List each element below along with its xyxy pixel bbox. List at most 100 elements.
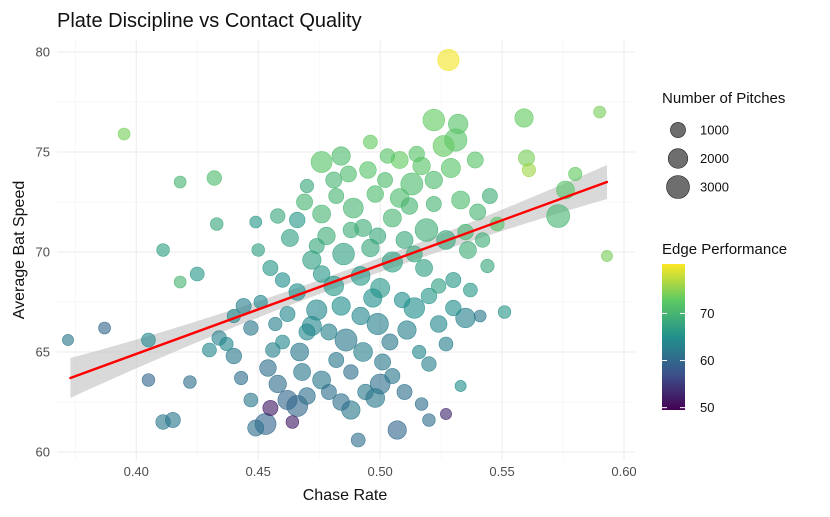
data-point bbox=[466, 151, 484, 169]
data-point bbox=[480, 259, 495, 273]
x-tick-label: 0.60 bbox=[611, 464, 636, 479]
data-point bbox=[377, 172, 393, 188]
data-point bbox=[381, 333, 399, 351]
x-tick-label: 0.40 bbox=[124, 464, 149, 479]
data-point bbox=[363, 134, 378, 150]
data-point bbox=[156, 243, 170, 257]
data-point bbox=[259, 359, 277, 377]
data-point bbox=[202, 342, 217, 358]
data-point bbox=[438, 336, 454, 352]
data-points bbox=[62, 48, 613, 448]
data-point bbox=[325, 171, 343, 189]
data-point bbox=[334, 328, 358, 352]
data-point bbox=[424, 170, 443, 190]
data-point bbox=[384, 368, 401, 384]
data-point bbox=[268, 374, 287, 394]
data-point bbox=[593, 105, 606, 119]
size-legend-keys: 1000 2000 3000 bbox=[666, 122, 729, 199]
chart-title: Plate Discipline vs Contact Quality bbox=[57, 10, 362, 32]
data-point bbox=[173, 175, 187, 189]
trend-line bbox=[69, 180, 609, 380]
data-point bbox=[265, 342, 281, 358]
data-point bbox=[521, 163, 536, 177]
data-point bbox=[420, 287, 438, 305]
y-tick-label: 80 bbox=[36, 45, 50, 60]
color-bar bbox=[662, 264, 685, 410]
data-point bbox=[412, 345, 427, 359]
data-point bbox=[173, 275, 187, 289]
data-point bbox=[448, 113, 469, 135]
data-point bbox=[293, 363, 311, 381]
data-point bbox=[206, 170, 222, 186]
data-point bbox=[463, 282, 478, 298]
data-point bbox=[340, 165, 357, 183]
data-point bbox=[474, 232, 491, 248]
data-point bbox=[328, 188, 345, 204]
data-point bbox=[383, 208, 402, 228]
data-point bbox=[414, 218, 439, 242]
size-legend-key bbox=[666, 175, 690, 199]
data-point bbox=[249, 215, 263, 229]
data-point bbox=[445, 299, 462, 317]
data-point bbox=[393, 291, 411, 309]
data-point bbox=[546, 204, 570, 228]
data-point bbox=[290, 342, 309, 362]
data-point bbox=[298, 323, 316, 341]
data-point bbox=[321, 384, 337, 400]
data-point bbox=[268, 317, 283, 331]
data-point bbox=[400, 172, 424, 196]
data-point bbox=[459, 241, 477, 259]
x-tick-label: 0.55 bbox=[489, 464, 514, 479]
data-point bbox=[343, 364, 359, 380]
data-point bbox=[397, 320, 417, 340]
y-tick-label: 65 bbox=[36, 345, 50, 360]
data-point bbox=[332, 242, 355, 266]
data-point bbox=[289, 211, 306, 229]
data-point bbox=[312, 204, 331, 224]
data-point bbox=[247, 419, 265, 437]
data-point bbox=[308, 238, 325, 254]
data-point bbox=[262, 400, 279, 416]
data-point bbox=[312, 265, 331, 283]
data-point bbox=[445, 272, 462, 288]
data-point bbox=[331, 296, 351, 316]
data-point bbox=[366, 312, 389, 335]
y-tick-label: 70 bbox=[36, 245, 50, 260]
data-point bbox=[454, 380, 467, 392]
data-point bbox=[243, 320, 259, 336]
data-point bbox=[363, 288, 383, 308]
data-point bbox=[312, 370, 331, 390]
color-legend-label: 50 bbox=[700, 400, 714, 415]
data-point bbox=[408, 145, 425, 163]
color-legend-ticks: 70 60 50 bbox=[662, 306, 714, 415]
data-point bbox=[219, 337, 234, 351]
data-point bbox=[98, 321, 111, 335]
data-point bbox=[141, 332, 156, 348]
size-legend-label: 1000 bbox=[700, 123, 729, 138]
data-point bbox=[298, 387, 316, 405]
size-legend-label: 2000 bbox=[700, 151, 729, 166]
data-point bbox=[141, 373, 156, 387]
y-axis-tick-labels: 60 65 70 75 80 bbox=[36, 45, 50, 460]
data-point bbox=[353, 342, 373, 362]
data-point bbox=[440, 408, 452, 420]
size-legend-key bbox=[670, 122, 686, 138]
data-point bbox=[270, 208, 286, 224]
data-point bbox=[381, 251, 403, 273]
data-point bbox=[62, 334, 74, 346]
data-point bbox=[568, 167, 583, 181]
size-legend-label: 3000 bbox=[700, 180, 729, 195]
data-point bbox=[281, 229, 299, 247]
data-point bbox=[189, 266, 205, 282]
size-legend-title: Number of Pitches bbox=[662, 90, 785, 107]
data-point bbox=[421, 356, 437, 372]
data-point bbox=[387, 420, 407, 440]
data-point bbox=[350, 432, 366, 448]
data-point bbox=[331, 146, 351, 166]
data-point bbox=[359, 161, 377, 179]
data-point bbox=[425, 196, 442, 212]
data-point bbox=[514, 108, 534, 128]
data-point bbox=[117, 127, 131, 141]
data-point bbox=[320, 323, 338, 341]
data-point bbox=[415, 259, 433, 277]
